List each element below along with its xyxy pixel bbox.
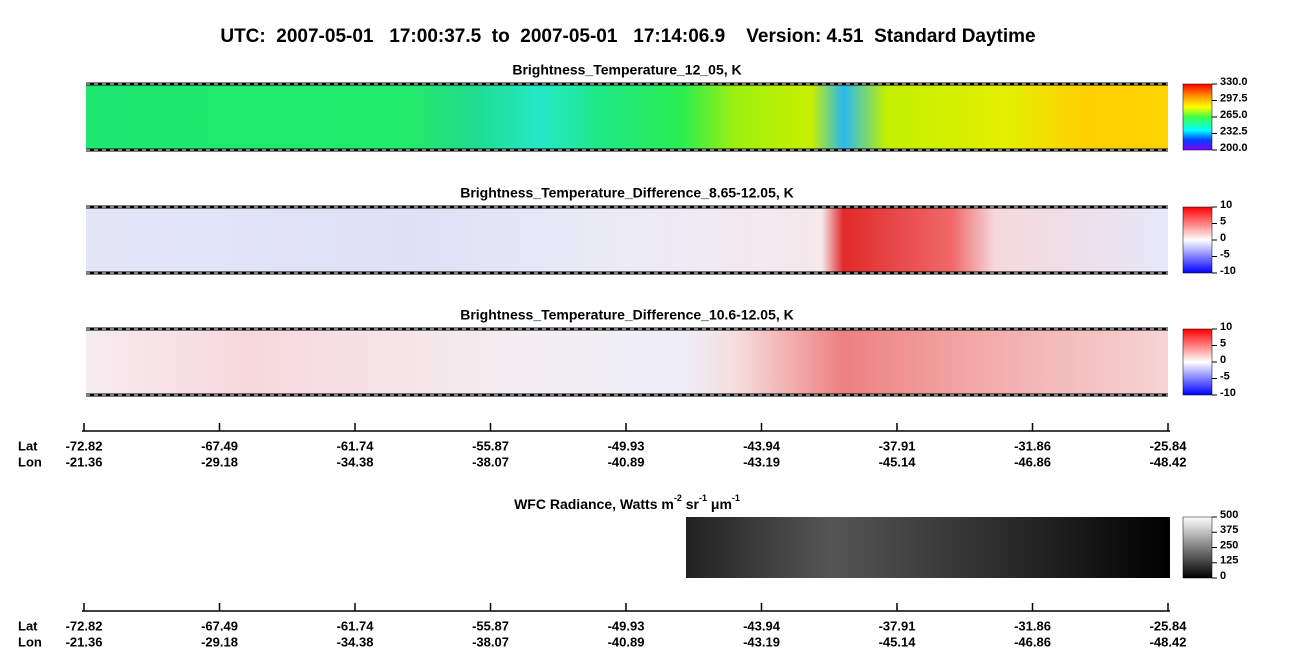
lat-label: -49.93: [608, 438, 645, 453]
lat-label: -37.91: [879, 438, 916, 453]
colorbar-label: 0: [1220, 570, 1226, 582]
image-panel: [86, 84, 1168, 150]
lon-label: -46.86: [1014, 634, 1051, 649]
panel-title: WFC Radiance, Watts m-2 sr-1 μm-1: [514, 493, 740, 511]
image-panel: [86, 207, 1168, 273]
lon-label: -38.07: [472, 634, 509, 649]
lat-label: -43.94: [743, 618, 781, 633]
lat-label: -61.74: [337, 438, 375, 453]
axis-row-label: Lon: [18, 634, 42, 649]
colorbar-label: -10: [1220, 265, 1236, 277]
title-part: sr: [682, 496, 700, 512]
image-panel: [686, 517, 1170, 578]
title-part: -1: [732, 493, 740, 503]
axis-row-label: Lon: [18, 454, 42, 469]
lat-label: -43.94: [743, 438, 781, 453]
colorbar-label: 375: [1220, 524, 1238, 536]
title-part: -2: [674, 493, 682, 503]
colorbar-label: 10: [1220, 199, 1232, 211]
lon-label: -45.14: [879, 634, 917, 649]
panel-title: Brightness_Temperature_Difference_10.6-1…: [460, 307, 794, 323]
colorbar-label: 265.0: [1220, 109, 1248, 121]
lat-label: -67.49: [201, 438, 238, 453]
lon-label: -21.36: [66, 634, 103, 649]
colorbar-label: -10: [1220, 387, 1236, 399]
lon-label: -21.36: [66, 454, 103, 469]
lon-label: -29.18: [201, 634, 238, 649]
colorbar: [1182, 83, 1213, 151]
lat-label: -72.82: [66, 618, 103, 633]
lon-label: -40.89: [608, 454, 645, 469]
lat-label: -55.87: [472, 618, 509, 633]
colorbar-label: 500: [1220, 509, 1238, 521]
page-title: UTC: 2007-05-01 17:00:37.5 to 2007-05-01…: [220, 26, 1035, 47]
colorbar-label: 10: [1220, 321, 1232, 333]
title-part: μm: [707, 496, 732, 512]
colorbar-label: 250: [1220, 539, 1238, 551]
panel-title: Brightness_Temperature_12_05, K: [512, 62, 741, 78]
lat-label: -25.84: [1150, 438, 1188, 453]
lon-label: -29.18: [201, 454, 238, 469]
colorbar-label: 297.5: [1220, 92, 1248, 104]
lon-label: -34.38: [337, 454, 374, 469]
lat-label: -25.84: [1150, 618, 1188, 633]
lat-label: -61.74: [337, 618, 375, 633]
colorbar-label: -5: [1220, 248, 1230, 260]
colorbar: [1182, 328, 1213, 396]
colorbar-label: -5: [1220, 370, 1230, 382]
colorbar-label: 330.0: [1220, 76, 1248, 88]
colorbar-label: 5: [1220, 215, 1226, 227]
axis-row-label: Lat: [18, 438, 38, 453]
lon-label: -40.89: [608, 634, 645, 649]
lat-label: -37.91: [879, 618, 916, 633]
colorbar-label: 232.5: [1220, 125, 1248, 137]
lon-label: -34.38: [337, 634, 374, 649]
panel-title: Brightness_Temperature_Difference_8.65-1…: [460, 185, 794, 201]
lat-label: -49.93: [608, 618, 645, 633]
colorbar: [1182, 206, 1213, 274]
colorbar-label: 0: [1220, 354, 1226, 366]
lat-label: -31.86: [1014, 438, 1051, 453]
colorbar: [1182, 516, 1213, 579]
lon-label: -46.86: [1014, 454, 1051, 469]
lon-label: -48.42: [1150, 454, 1187, 469]
colorbar-label: 125: [1220, 555, 1238, 567]
lon-label: -43.19: [743, 454, 780, 469]
image-panel: [86, 329, 1168, 395]
axis-row-label: Lat: [18, 618, 38, 633]
lat-label: -31.86: [1014, 618, 1051, 633]
colorbar-label: 5: [1220, 337, 1226, 349]
lat-label: -72.82: [66, 438, 103, 453]
title-part: WFC Radiance, Watts m: [514, 496, 674, 512]
colorbar-label: 0: [1220, 232, 1226, 244]
lat-label: -67.49: [201, 618, 238, 633]
lat-label: -55.87: [472, 438, 509, 453]
title-part: -1: [699, 493, 707, 503]
lon-label: -38.07: [472, 454, 509, 469]
lon-label: -43.19: [743, 634, 780, 649]
colorbar-label: 200.0: [1220, 142, 1248, 154]
lon-label: -45.14: [879, 454, 917, 469]
lon-label: -48.42: [1150, 634, 1187, 649]
